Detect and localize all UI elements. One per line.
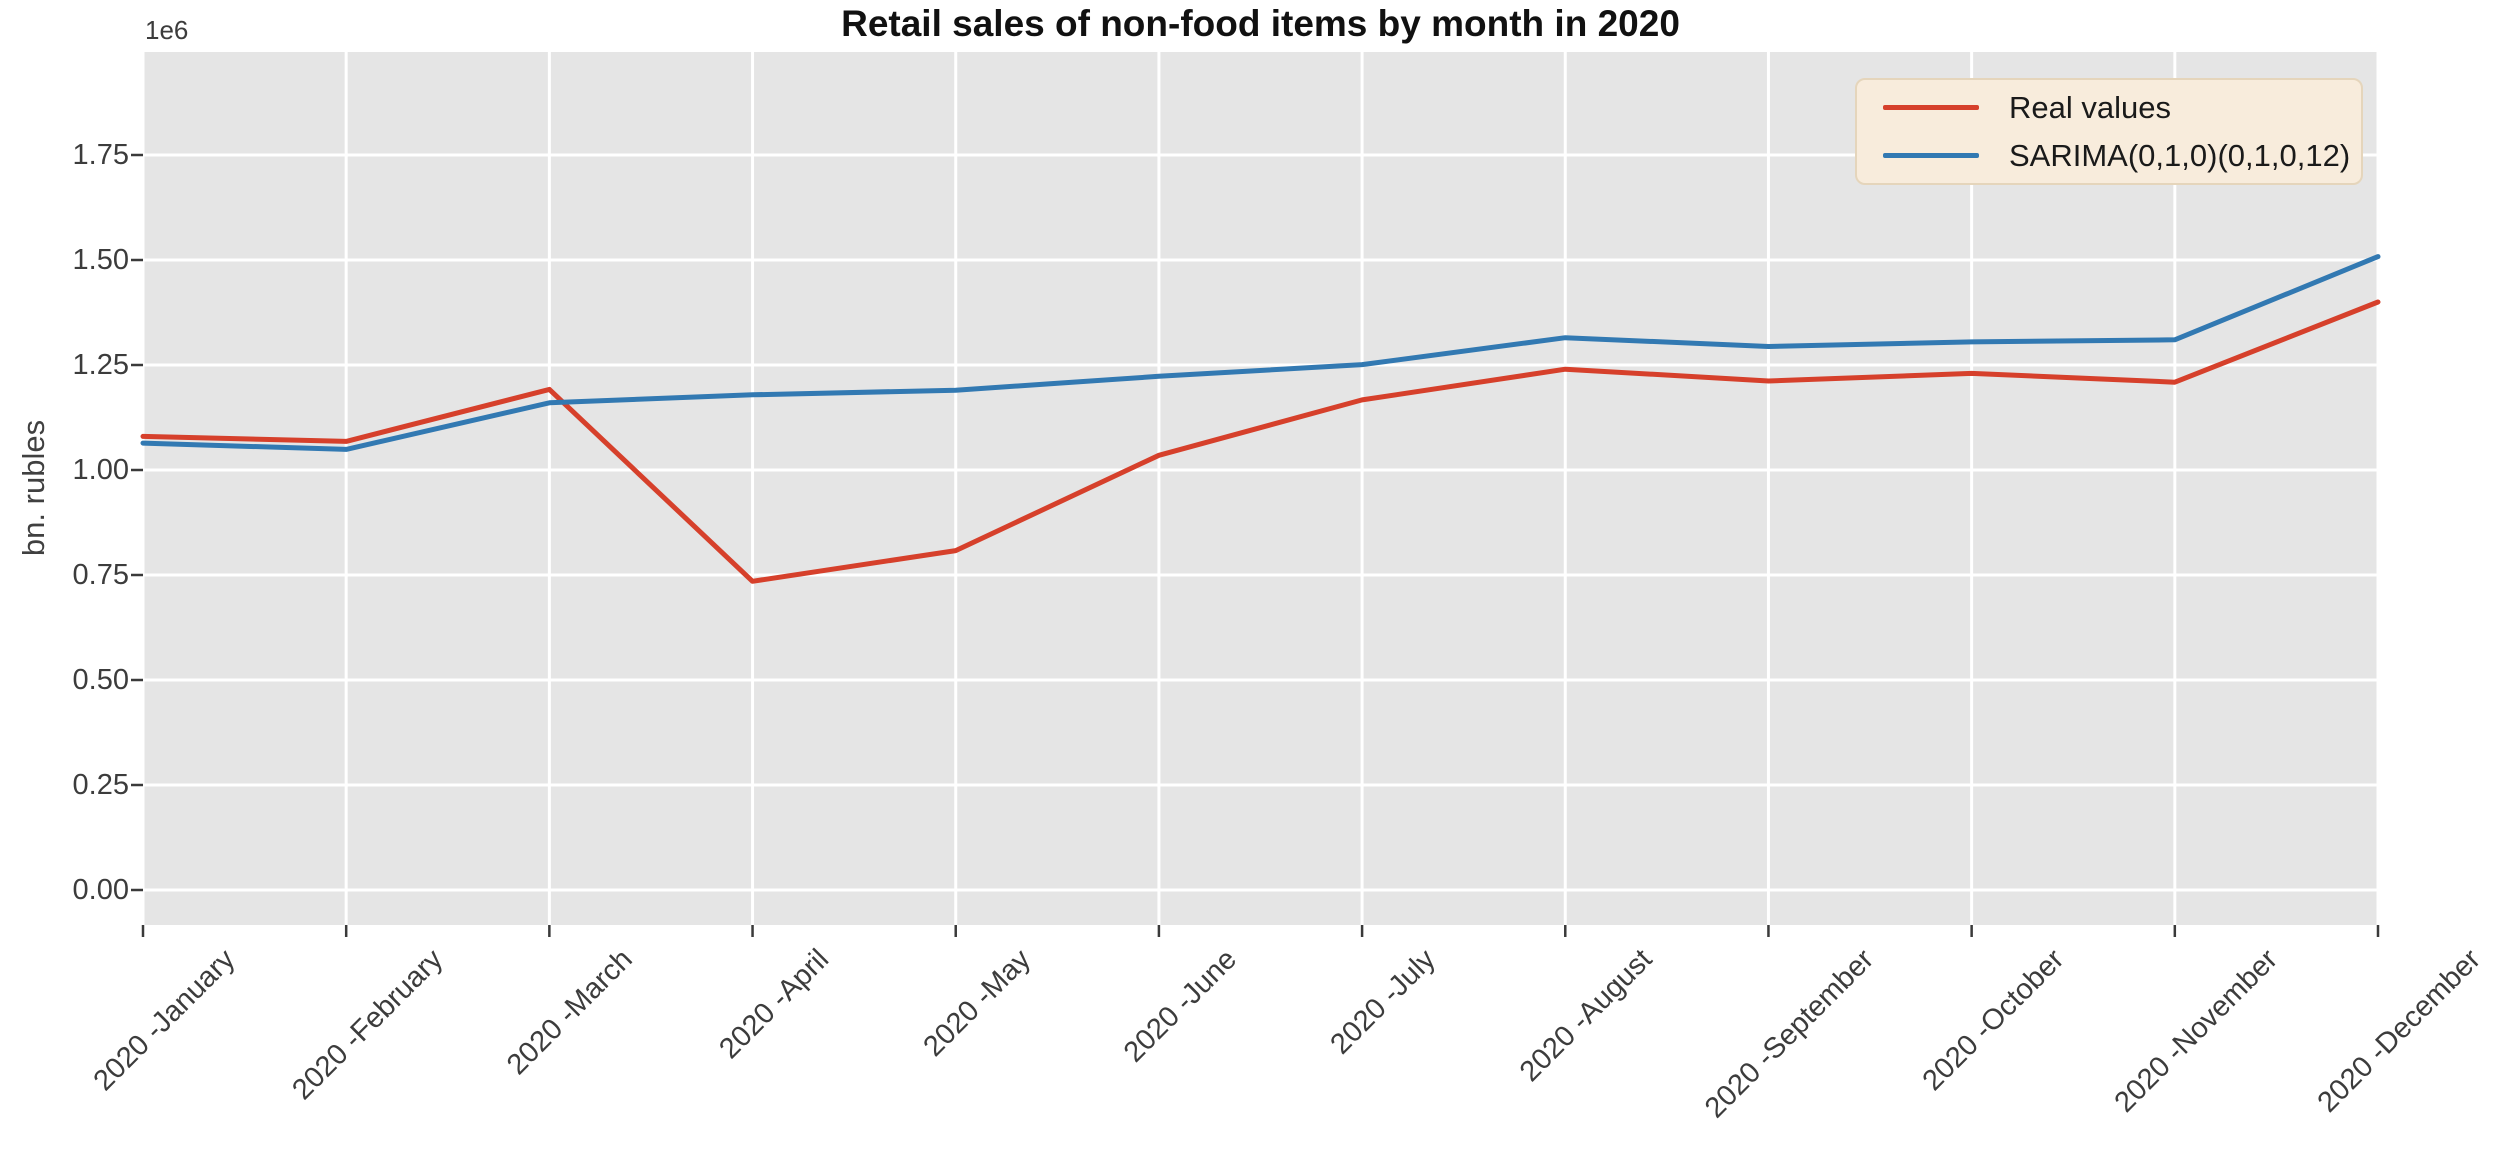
legend-swatch-real-values — [1883, 105, 1979, 110]
series-line-real-values — [140, 299, 2381, 584]
legend-item-real-values: Real values — [1857, 84, 2361, 132]
y-tick-label: 0.75 — [72, 559, 129, 591]
plot-background — [143, 52, 2378, 925]
y-tick-label: 1.50 — [72, 244, 129, 276]
y-axis-offset-label: 1e6 — [145, 15, 189, 45]
y-tick-label: 0.00 — [72, 874, 129, 906]
chart-title: Retail sales of non-food items by month … — [841, 3, 1680, 44]
legend-item-sarima: SARIMA(0,1,0)(0,1,0,12) — [1857, 132, 2361, 180]
y-tick-label: 1.25 — [72, 349, 129, 381]
legend-swatch-sarima — [1883, 153, 1979, 158]
y-tick-label: 0.25 — [72, 769, 129, 801]
y-tick-label: 1.00 — [72, 454, 129, 486]
y-tick-label: 1.75 — [72, 139, 129, 171]
legend-label-real-values: Real values — [2009, 89, 2171, 125]
series-line-sarima-0-1-0-0-1-0-12 — [140, 254, 2381, 452]
legend: Real values SARIMA(0,1,0)(0,1,0,12) — [1855, 78, 2363, 185]
y-axis-label: bn. rubles — [16, 419, 51, 557]
legend-label-sarima: SARIMA(0,1,0)(0,1,0,12) — [2009, 137, 2351, 173]
y-tick-label: 0.50 — [72, 664, 129, 696]
